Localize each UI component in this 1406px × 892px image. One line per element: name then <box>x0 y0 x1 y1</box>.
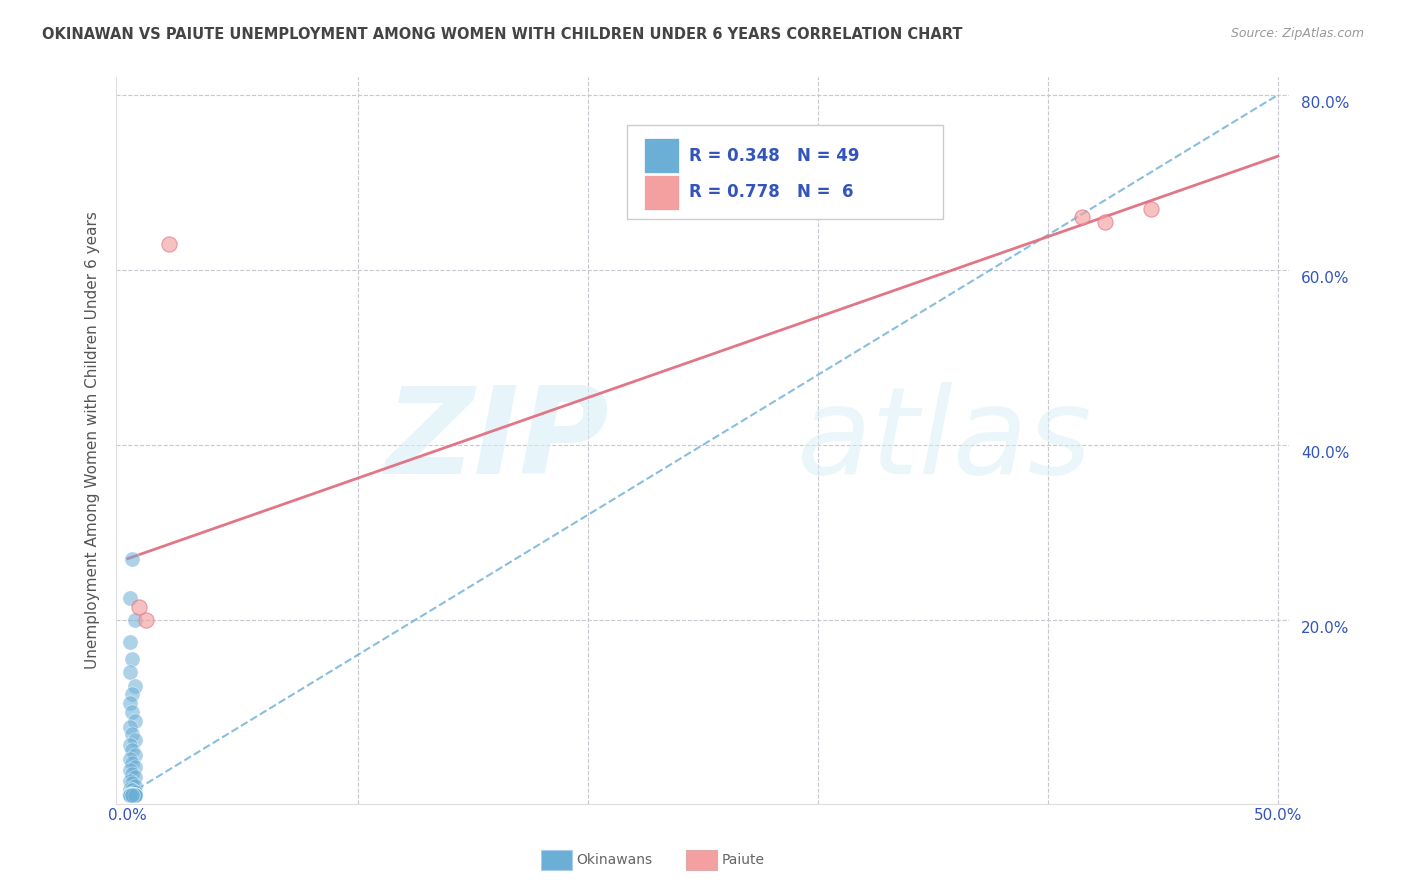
Point <box>1094 215 1116 229</box>
Point <box>121 788 143 802</box>
Text: Okinawans: Okinawans <box>576 853 652 867</box>
Point <box>120 781 142 796</box>
FancyBboxPatch shape <box>644 175 679 210</box>
Point <box>121 788 143 802</box>
Point <box>124 788 146 802</box>
Point <box>1071 211 1094 225</box>
Point <box>120 788 142 802</box>
Point <box>124 613 146 627</box>
Point <box>121 788 143 802</box>
Text: 80.0%: 80.0% <box>1301 96 1350 112</box>
Point <box>124 788 146 802</box>
Point <box>124 785 146 799</box>
Text: Source: ZipAtlas.com: Source: ZipAtlas.com <box>1230 27 1364 40</box>
Point <box>121 788 143 802</box>
Point <box>121 743 143 757</box>
Point <box>124 770 146 784</box>
Text: ZIP: ZIP <box>385 382 609 499</box>
Point <box>120 787 142 801</box>
FancyBboxPatch shape <box>627 125 943 219</box>
Point <box>121 687 143 701</box>
Point <box>1140 202 1163 216</box>
Point <box>120 738 142 752</box>
Point <box>120 788 142 802</box>
Point <box>121 767 143 781</box>
Text: R = 0.348   N = 49: R = 0.348 N = 49 <box>689 147 859 165</box>
Point <box>120 591 142 605</box>
Point <box>120 788 142 802</box>
Point <box>121 756 143 771</box>
FancyBboxPatch shape <box>644 138 679 173</box>
Point <box>157 236 180 251</box>
Point <box>121 783 143 797</box>
Y-axis label: Unemployment Among Women with Children Under 6 years: Unemployment Among Women with Children U… <box>86 211 100 670</box>
Text: R = 0.778   N =  6: R = 0.778 N = 6 <box>689 183 853 202</box>
Text: Paiute: Paiute <box>721 853 765 867</box>
Point <box>124 732 146 747</box>
Text: 40.0%: 40.0% <box>1301 446 1350 461</box>
Point <box>121 726 143 740</box>
Point <box>124 760 146 774</box>
Point <box>120 634 142 648</box>
Point <box>121 776 143 790</box>
Point <box>121 705 143 719</box>
Point <box>120 752 142 766</box>
Point <box>128 599 150 614</box>
Text: OKINAWAN VS PAIUTE UNEMPLOYMENT AMONG WOMEN WITH CHILDREN UNDER 6 YEARS CORRELAT: OKINAWAN VS PAIUTE UNEMPLOYMENT AMONG WO… <box>42 27 963 42</box>
Point <box>124 779 146 793</box>
Point <box>124 788 146 802</box>
Text: 20.0%: 20.0% <box>1301 621 1350 636</box>
Point <box>124 788 146 802</box>
Point <box>120 788 142 802</box>
Point <box>121 788 143 802</box>
Point <box>120 665 142 680</box>
Point <box>120 764 142 778</box>
Point <box>124 714 146 728</box>
Point <box>121 788 143 802</box>
Text: atlas: atlas <box>797 382 1092 499</box>
Point <box>120 720 142 734</box>
Point <box>121 551 143 566</box>
Point <box>135 613 157 627</box>
Point <box>124 679 146 693</box>
Point <box>120 696 142 710</box>
Point <box>120 788 142 802</box>
Point <box>124 788 146 802</box>
Point <box>120 788 142 802</box>
Point <box>121 788 143 802</box>
Point <box>120 773 142 788</box>
Point <box>120 788 142 802</box>
Point <box>121 652 143 666</box>
Point <box>124 747 146 762</box>
Text: 60.0%: 60.0% <box>1301 271 1350 286</box>
